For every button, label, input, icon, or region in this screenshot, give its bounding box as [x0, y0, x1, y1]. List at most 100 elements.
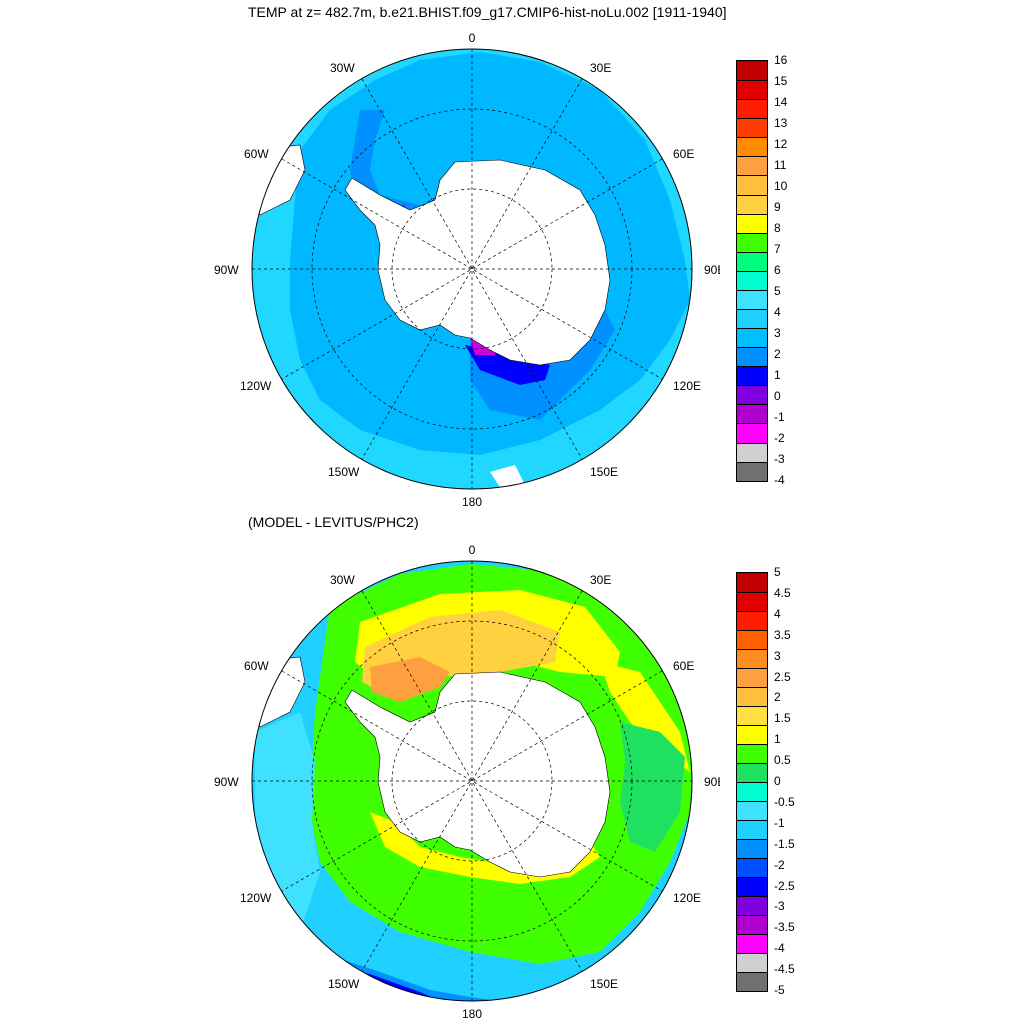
lon-label-150w: 150W — [328, 977, 360, 991]
colorbar-tick-label: -4.5 — [774, 963, 795, 975]
colorbar-tick-label: 4 — [774, 306, 781, 318]
colorbar-swatch — [737, 137, 767, 156]
colorbar-swatch — [737, 404, 767, 423]
colorbar-swatch — [737, 175, 767, 194]
colorbar-tick-label: -4 — [774, 942, 785, 954]
colorbar-tick-label: -3.5 — [774, 921, 795, 933]
colorbar-swatch — [737, 896, 767, 915]
colorbar-swatch — [737, 649, 767, 668]
colorbar-tick-label: 9 — [774, 201, 781, 213]
colorbar-swatch — [737, 252, 767, 271]
colorbar-swatch — [737, 462, 767, 481]
colorbar-tick-label: 4 — [774, 608, 781, 620]
lon-label-30w: 30W — [330, 61, 355, 75]
colorbar-swatch — [737, 972, 767, 991]
colorbar-swatch — [737, 668, 767, 687]
colorbar-tick-label: 11 — [774, 159, 786, 171]
colorbar-tick-label: 1.5 — [774, 712, 791, 724]
colorbar-tick-label: 6 — [774, 264, 781, 276]
colorbar-swatch — [737, 271, 767, 290]
colorbar-tick-label: 1 — [774, 369, 781, 381]
colorbar-tick-label: -1.5 — [774, 838, 795, 850]
lon-label-180: 180 — [462, 1007, 482, 1021]
colorbar-swatch — [737, 744, 767, 763]
lon-label-0: 0 — [469, 31, 476, 45]
lon-label-60e: 60E — [673, 147, 694, 161]
colorbar-swatch — [737, 953, 767, 972]
colorbar-swatch — [737, 366, 767, 385]
lon-label-90e: 90E — [704, 775, 720, 789]
colorbar-swatch — [737, 706, 767, 725]
colorbar-tick-label: -1 — [774, 411, 785, 423]
colorbar-tick-label: -3 — [774, 453, 785, 465]
colorbar-tick-label: 14 — [774, 96, 787, 108]
lon-label-30e: 30E — [590, 573, 611, 587]
lon-label-180: 180 — [462, 495, 482, 509]
colorbar-tick-label: 13 — [774, 117, 787, 129]
colorbar-tick-label: 0 — [774, 775, 781, 787]
lon-label-120w: 120W — [240, 379, 272, 393]
colorbar-tick-label: 10 — [774, 180, 787, 192]
colorbar-tick-label: 3.5 — [774, 629, 791, 641]
colorbar-swatch — [737, 290, 767, 309]
lon-label-60w: 60W — [244, 147, 269, 161]
colorbar-swatch — [737, 309, 767, 328]
colorbar-swatch — [737, 858, 767, 877]
colorbar-tick-label: 12 — [774, 138, 787, 150]
colorbar-swatch — [737, 328, 767, 347]
lon-label-150w: 150W — [328, 465, 360, 479]
colorbar-swatch — [737, 687, 767, 706]
colorbar-tick-label: 3 — [774, 650, 781, 662]
colorbar-tick-label: 8 — [774, 222, 781, 234]
colorbar-swatch — [737, 782, 767, 801]
colorbar-tick-label: -2 — [774, 432, 785, 444]
lon-label-60e: 60E — [673, 659, 694, 673]
colorbar-tick-label: -5 — [774, 984, 785, 996]
bottom-colorbar — [736, 572, 768, 992]
colorbar-swatch — [737, 725, 767, 744]
colorbar-tick-label: -3 — [774, 900, 785, 912]
colorbar-tick-label: 5 — [774, 285, 781, 297]
bottom-difference-map: 0 30E 60E 90E 120E 150E 180 150W 120W 90… — [0, 512, 720, 1024]
colorbar-swatch — [737, 839, 767, 858]
colorbar-tick-label: 1 — [774, 733, 781, 745]
colorbar-tick-label: 15 — [774, 75, 787, 87]
colorbar-swatch — [737, 592, 767, 611]
lon-label-30e: 30E — [590, 61, 611, 75]
colorbar-tick-label: 3 — [774, 327, 781, 339]
colorbar-tick-label: 0 — [774, 390, 781, 402]
colorbar-swatch — [737, 423, 767, 442]
lon-label-150e: 150E — [590, 465, 618, 479]
colorbar-swatch — [737, 573, 767, 592]
colorbar-swatch — [737, 630, 767, 649]
lon-label-0: 0 — [469, 543, 476, 557]
colorbar-swatch — [737, 156, 767, 175]
lon-label-60w: 60W — [244, 659, 269, 673]
colorbar-swatch — [737, 61, 767, 80]
colorbar-swatch — [737, 801, 767, 820]
colorbar-tick-label: -2.5 — [774, 880, 795, 892]
lon-label-90e: 90E — [704, 263, 720, 277]
lon-label-30w: 30W — [330, 573, 355, 587]
lon-label-150e: 150E — [590, 977, 618, 991]
colorbar-swatch — [737, 347, 767, 366]
colorbar-swatch — [737, 195, 767, 214]
colorbar-tick-label: -1 — [774, 817, 785, 829]
colorbar-swatch — [737, 763, 767, 782]
colorbar-swatch — [737, 915, 767, 934]
colorbar-tick-label: 4.5 — [774, 587, 791, 599]
lon-label-90w: 90W — [214, 775, 239, 789]
colorbar-swatch — [737, 877, 767, 896]
colorbar-swatch — [737, 820, 767, 839]
colorbar-swatch — [737, 99, 767, 118]
colorbar-swatch — [737, 443, 767, 462]
colorbar-swatch — [737, 118, 767, 137]
colorbar-swatch — [737, 934, 767, 953]
lon-label-120w: 120W — [240, 891, 272, 905]
lon-label-120e: 120E — [673, 891, 701, 905]
colorbar-swatch — [737, 214, 767, 233]
lon-label-90w: 90W — [214, 263, 239, 277]
lon-label-120e: 120E — [673, 379, 701, 393]
colorbar-swatch — [737, 611, 767, 630]
colorbar-swatch — [737, 233, 767, 252]
